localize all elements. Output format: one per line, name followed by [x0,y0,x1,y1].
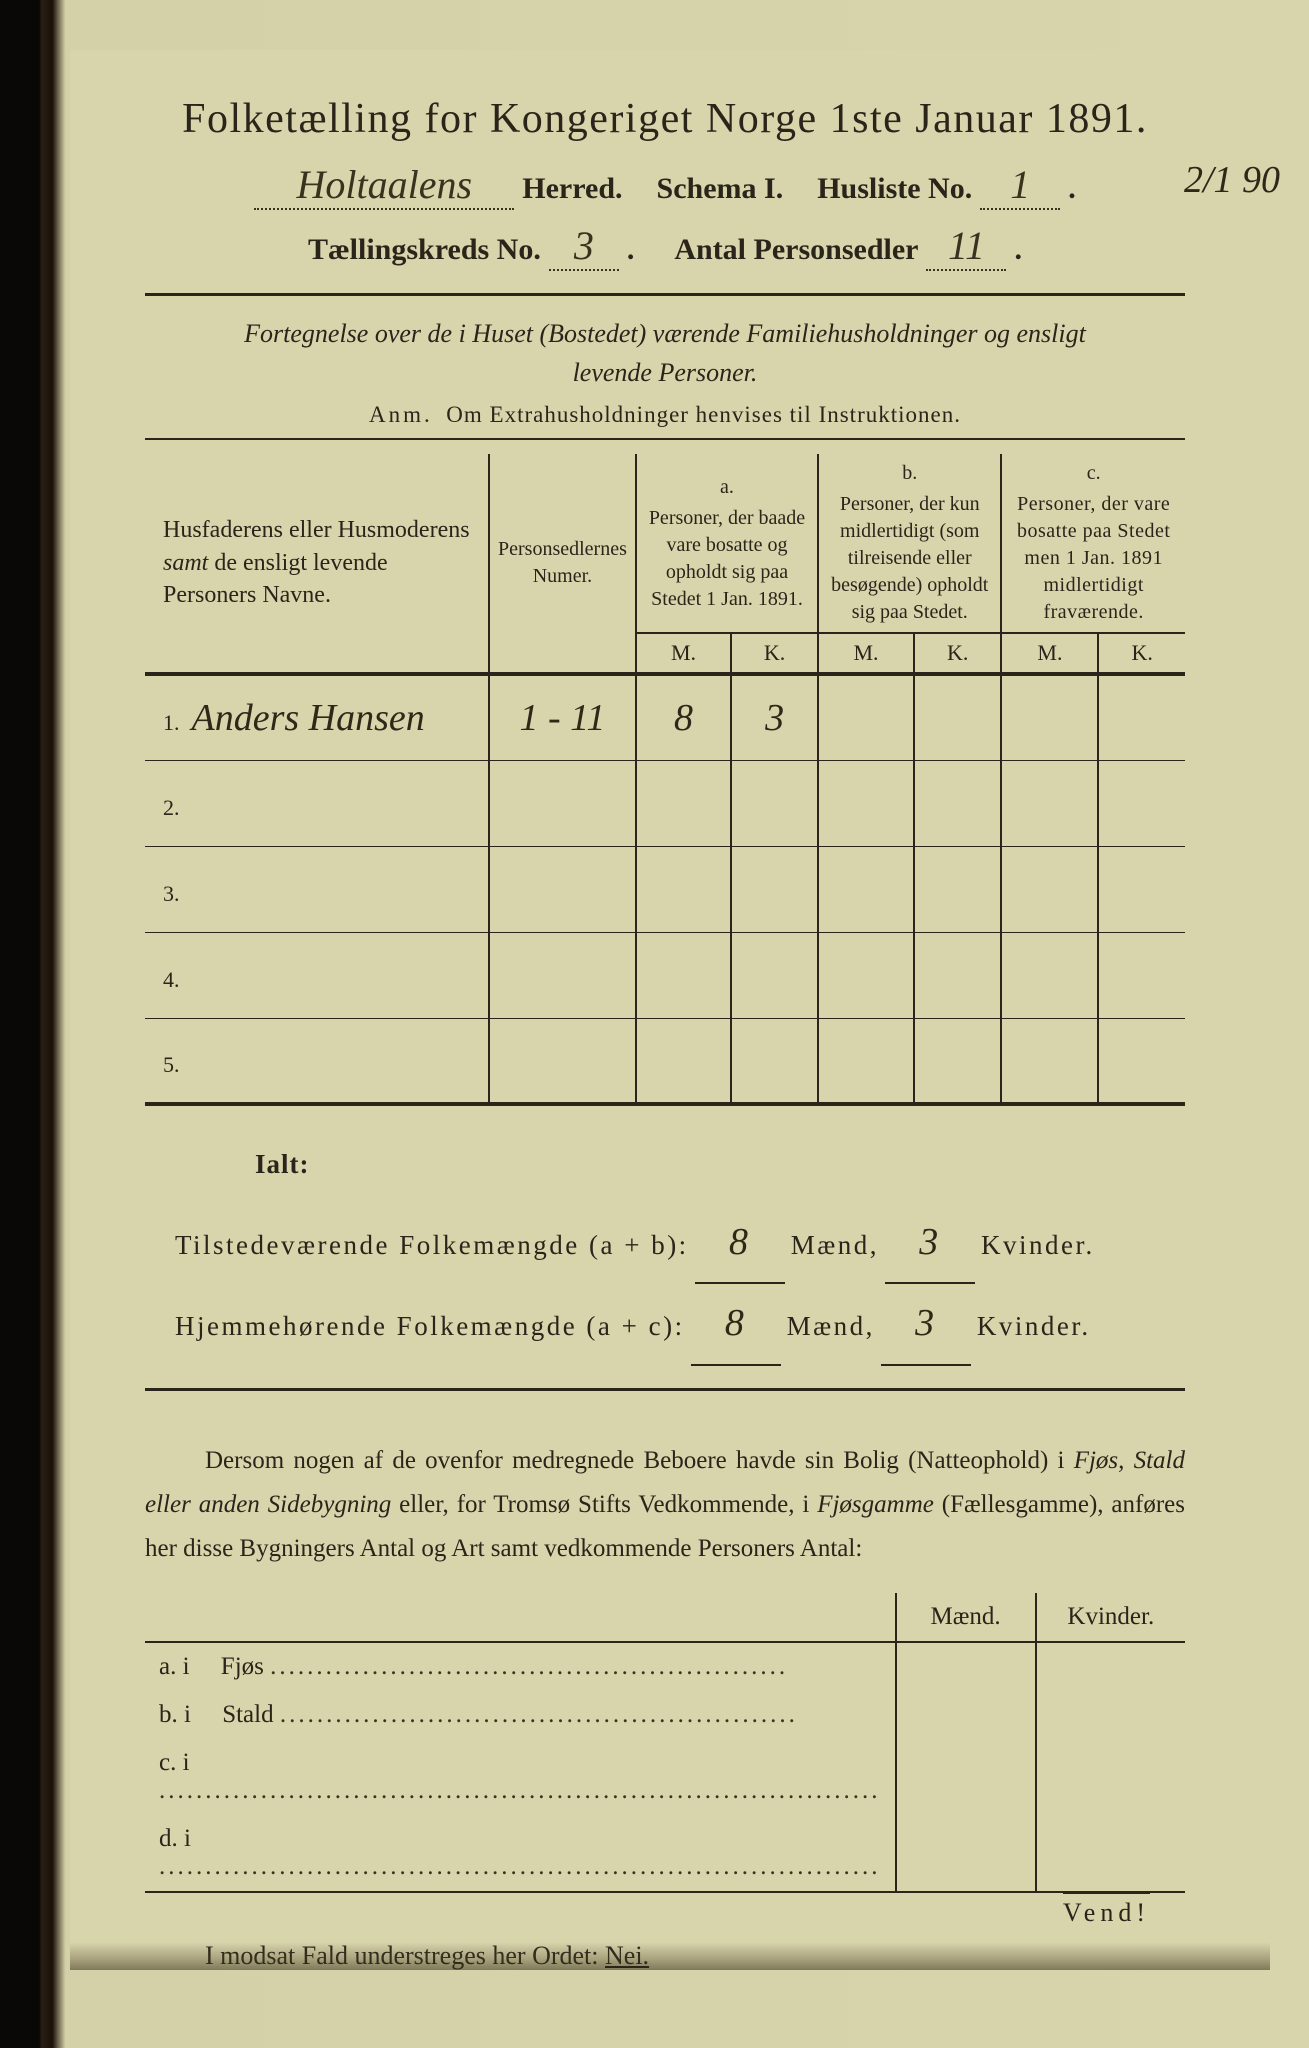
table-row: 1.Anders Hansen 1 - 11 8 3 [145,674,1185,760]
herred-value: Holtaalens [254,161,514,210]
building-table: Mænd. Kvinder. a. i Fjøs b. i Stald c. i… [145,1593,1185,1893]
personsedler-value: 11 [926,222,1006,271]
bldg-maend-header: Mænd. [896,1593,1036,1642]
census-form-page: 2/1 90 Folketælling for Kongeriget Norge… [70,50,1270,1970]
col-c-header: c. Personer, der vare bosatte paa Stedet… [1001,454,1185,633]
herred-row: Holtaalens Herred. Schema I. Husliste No… [145,161,1185,210]
hjemme-row: Hjemmehørende Folkemængde (a + c): 8 Mæn… [175,1284,1185,1366]
bldg-row-d: d. i [145,1815,1185,1892]
divider [145,438,1185,440]
ialt-label: Ialt: [255,1136,1185,1193]
table-row: 4. [145,932,1185,1018]
anm-note: Anm. Om Extrahusholdninger henvises til … [145,402,1185,428]
col-c-k: K. [1098,633,1185,674]
bldg-header-row: Mænd. Kvinder. [145,1593,1185,1642]
husliste-value: 1 [980,161,1060,210]
husliste-label: Husliste No. [817,172,972,206]
intro-text: Fortegnelse over de i Huset (Bostedet) v… [145,314,1185,392]
bldg-row-c: c. i [145,1739,1185,1815]
col-c-m: M. [1001,633,1098,674]
tellingskreds-value: 3 [549,222,619,271]
table-row: 5. [145,1018,1185,1104]
col-a-header: a. Personer, der baade vare bosatte og o… [636,454,818,633]
household-table: Husfaderens eller Husmoderens samt de en… [145,454,1185,1106]
form-title: Folketælling for Kongeriget Norge 1ste J… [145,95,1185,143]
bldg-row-a: a. i Fjøs [145,1642,1185,1691]
tellingskreds-label: Tællingskreds No. [308,233,541,267]
bldg-kvinder-header: Kvinder. [1036,1593,1185,1642]
personsedler-label: Antal Personsedler [674,233,918,267]
margin-date-annotation: 2/1 90 [1184,158,1280,202]
col-b-m: M. [818,633,914,674]
col-a-m: M. [636,633,731,674]
divider [145,1388,1185,1391]
vend-label: Vend! [1063,1892,1150,1928]
herred-label: Herred. [522,172,622,206]
table-header-row: Husfaderens eller Husmoderens samt de en… [145,454,1185,633]
kreds-row: Tællingskreds No. 3 . Antal Personsedler… [145,222,1185,271]
schema-label: Schema I. [657,172,784,206]
totals-block: Ialt: Tilstedeværende Folkemængde (a + b… [145,1136,1185,1366]
bldg-row-b: b. i Stald [145,1691,1185,1739]
col-a-k: K. [731,633,818,674]
table-row: 2. [145,760,1185,846]
table-row: 3. [145,846,1185,932]
scan-wrapper: 2/1 90 Folketælling for Kongeriget Norge… [0,0,1309,2048]
page-bottom-edge [70,1942,1270,1970]
col-names-header: Husfaderens eller Husmoderens samt de en… [145,454,489,674]
col-b-k: K. [914,633,1002,674]
col-b-header: b. Personer, der kun midlertidigt (som t… [818,454,1001,633]
divider [145,293,1185,296]
col-numer-header: Personsedlernes Numer. [489,454,636,674]
tilstede-row: Tilstedeværende Folkemængde (a + b): 8 M… [175,1203,1185,1285]
building-paragraph: Dersom nogen af de ovenfor medregnede Be… [145,1439,1185,1570]
